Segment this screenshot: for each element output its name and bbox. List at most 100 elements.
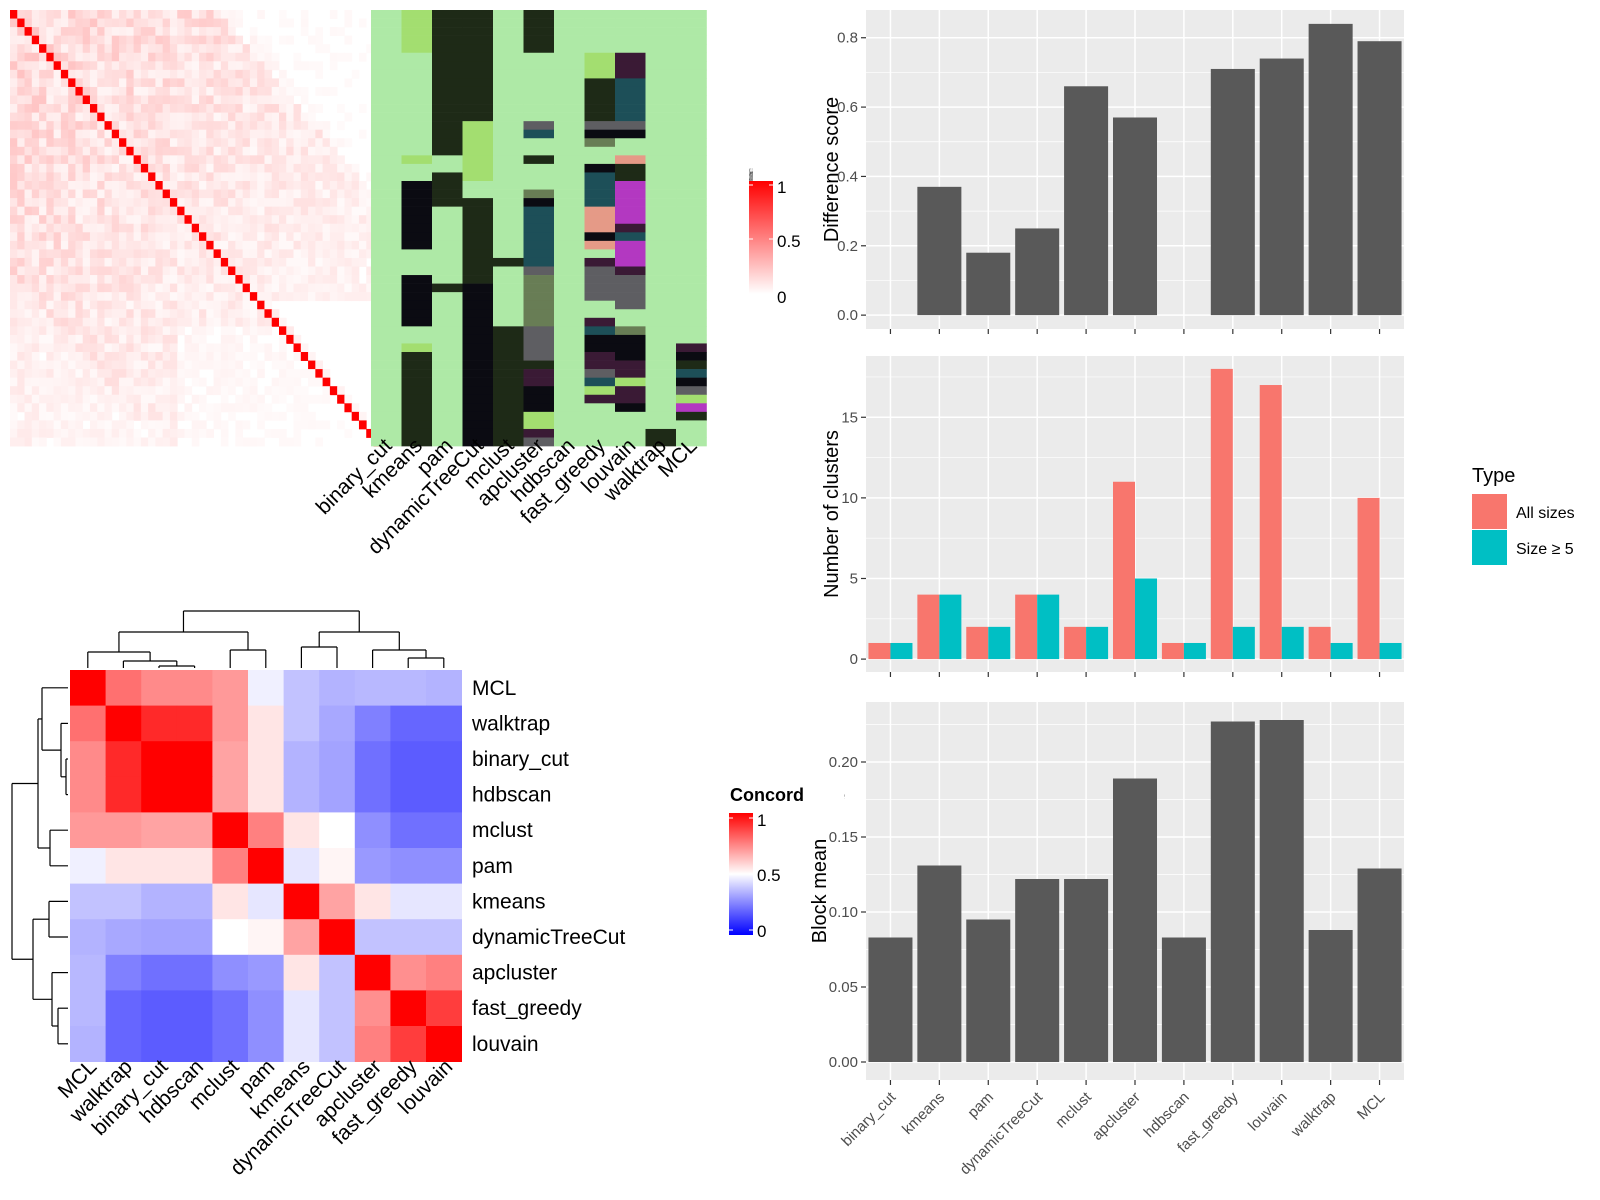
- similarity-cell: [344, 266, 353, 276]
- similarity-cell: [257, 181, 265, 190]
- membership-cell: [523, 181, 555, 190]
- similarity-cell: [337, 240, 345, 250]
- similarity-cell: [177, 360, 185, 370]
- similarity-cell: [53, 69, 62, 79]
- similarity-cell: [60, 403, 69, 413]
- membership-cell: [615, 44, 646, 54]
- similarity-cell: [278, 292, 287, 302]
- similarity-cell: [133, 266, 142, 276]
- concordance-cell: [319, 848, 356, 884]
- similarity-cell: [169, 386, 178, 396]
- similarity-cell: [184, 61, 193, 71]
- similarity-cell: [300, 292, 309, 302]
- similarity-cell: [199, 44, 207, 54]
- membership-cell: [371, 27, 402, 36]
- membership-cell: [554, 198, 585, 207]
- similarity-cell: [133, 326, 142, 336]
- similarity-cell: [24, 215, 33, 225]
- similarity-cell: [308, 112, 316, 122]
- similarity-cell: [68, 146, 76, 156]
- bar: [917, 186, 962, 316]
- similarity-cell: [315, 121, 324, 131]
- similarity-cell: [162, 146, 171, 156]
- similarity-cell: [148, 411, 156, 421]
- similarity-cell: [104, 240, 113, 250]
- similarity-cell: [177, 283, 185, 293]
- similarity-cell: [358, 129, 367, 139]
- similarity-cell: [191, 309, 200, 319]
- membership-cell: [523, 121, 555, 130]
- similarity-cell: [169, 146, 178, 156]
- similarity-cell: [213, 198, 222, 208]
- similarity-cell: [191, 437, 200, 447]
- membership-cell: [462, 352, 494, 361]
- similarity-cell: [235, 309, 244, 319]
- similarity-cell: [351, 163, 360, 173]
- similarity-cell: [271, 189, 280, 199]
- similarity-cell: [300, 394, 309, 404]
- similarity-cell: [97, 146, 105, 156]
- similarity-cell: [213, 411, 222, 421]
- membership-cell: [615, 428, 646, 438]
- concordance-cell: [319, 741, 356, 778]
- similarity-cell: [177, 206, 185, 216]
- membership-cell: [371, 35, 402, 45]
- similarity-cell: [17, 121, 25, 131]
- similarity-cell: [60, 377, 69, 387]
- membership-cell: [554, 35, 585, 45]
- concordance-cell: [212, 919, 249, 956]
- similarity-cell: [39, 215, 47, 225]
- similarity-cell: [119, 86, 127, 96]
- similarity-cell: [75, 249, 84, 259]
- similarity-cell: [308, 121, 316, 131]
- similarity-cell: [191, 86, 200, 96]
- similarity-cell: [46, 172, 55, 182]
- similarity-cell: [271, 257, 280, 267]
- similarity-cell: [60, 326, 69, 336]
- similarity-cell: [46, 369, 55, 379]
- membership-cell: [615, 283, 646, 293]
- similarity-cell: [264, 198, 273, 208]
- similarity-cell: [104, 27, 113, 37]
- similarity-cell: [184, 411, 193, 421]
- similarity-cell: [60, 61, 69, 71]
- concordance-cell: [70, 919, 106, 956]
- similarity-cell: [17, 172, 25, 182]
- membership-cell: [371, 189, 402, 199]
- similarity-cell: [206, 172, 214, 182]
- similarity-cell: [191, 369, 200, 379]
- similarity-cell: [17, 292, 25, 302]
- similarity-cell: [257, 206, 265, 216]
- membership-cell: [584, 198, 616, 207]
- x-tick-label: kmeans: [899, 1089, 948, 1138]
- membership-cell: [401, 369, 433, 378]
- similarity-cell: [278, 104, 287, 113]
- similarity-cell: [75, 403, 84, 413]
- similarity-cell: [97, 403, 105, 413]
- similarity-cell: [133, 198, 142, 208]
- similarity-cell: [75, 112, 84, 122]
- similarity-cell: [104, 206, 113, 216]
- similarity-cell: [206, 300, 214, 310]
- x-tick-label: binary_cut: [838, 1088, 900, 1150]
- similarity-cell: [169, 232, 178, 242]
- similarity-cell: [264, 343, 273, 353]
- similarity-cell: [162, 326, 171, 336]
- similarity-cell: [104, 334, 113, 344]
- similarity-cell: [46, 428, 55, 438]
- similarity-cell: [24, 104, 33, 113]
- similarity-cell: [206, 86, 214, 96]
- similarity-cell: [257, 95, 265, 105]
- similarity-cell: [68, 266, 76, 276]
- similarity-cell: [344, 172, 353, 182]
- similarity-cell: [68, 44, 76, 54]
- similarity-cell: [148, 386, 156, 396]
- similarity-cell: [39, 377, 47, 387]
- membership-cell: [462, 163, 494, 173]
- similarity-cell: [155, 163, 164, 173]
- similarity-cell: [53, 10, 62, 19]
- similarity-cell: [315, 377, 324, 387]
- similarity-cell: [140, 394, 149, 404]
- membership-cell: [432, 206, 463, 216]
